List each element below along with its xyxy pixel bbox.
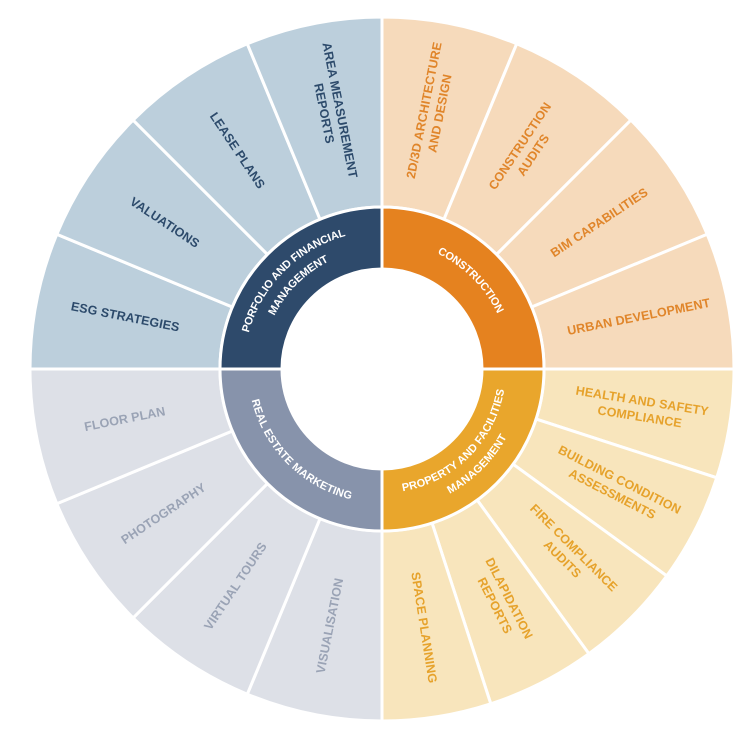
inner-segment <box>218 367 384 533</box>
inner-segment <box>380 367 546 533</box>
inner-segment <box>380 205 546 371</box>
center-hole <box>283 270 481 468</box>
inner-segment <box>218 205 384 371</box>
